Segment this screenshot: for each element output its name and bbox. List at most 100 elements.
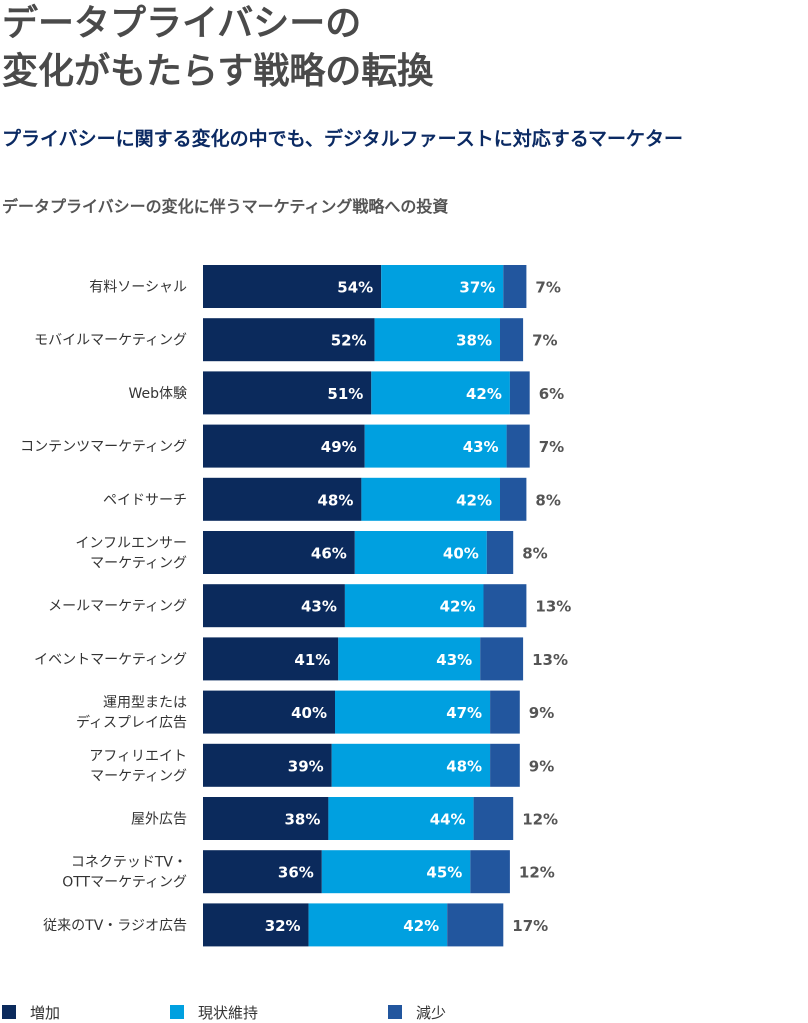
bar-segment-maintain	[371, 371, 510, 415]
bar-segment-decrease	[470, 850, 510, 894]
data-label-increase: 51%	[327, 385, 363, 403]
category-label: ペイドサーチ	[103, 492, 187, 508]
data-label-increase: 41%	[294, 651, 330, 669]
legend-item-decrease: 減少	[388, 1001, 446, 1023]
bar-segment-maintain	[354, 531, 487, 574]
data-label-decrease: 9%	[529, 704, 554, 722]
data-label-maintain: 42%	[440, 598, 476, 616]
data-label-maintain: 42%	[403, 917, 439, 935]
bar-segment-increase	[203, 371, 372, 415]
data-label-decrease: 7%	[535, 279, 560, 297]
bar-segment-increase	[203, 690, 335, 734]
legend-item-maintain: 現状維持	[170, 1001, 258, 1023]
category-label: 屋外広告	[131, 812, 187, 828]
legend-swatch-increase	[2, 1005, 16, 1019]
bar-segment-decrease	[490, 690, 520, 734]
bar-segment-increase	[203, 903, 309, 947]
bar-segment-maintain	[335, 690, 491, 734]
bar-segment-increase	[203, 424, 365, 468]
legend-swatch-maintain	[170, 1005, 184, 1019]
data-label-maintain: 37%	[459, 279, 495, 297]
bar-segment-maintain	[364, 424, 507, 468]
data-label-decrease: 8%	[535, 491, 560, 509]
bar-segment-increase	[203, 318, 375, 362]
data-label-maintain: 43%	[463, 438, 499, 456]
bar-segment-increase	[203, 637, 339, 681]
data-label-decrease: 12%	[522, 811, 558, 829]
data-label-increase: 32%	[265, 917, 301, 935]
bar-segment-decrease	[490, 743, 520, 787]
chart-title: データプライバシーの変化に伴うマーケティング戦略への投資	[2, 197, 449, 216]
bar-segment-increase	[203, 850, 322, 894]
data-label-increase: 38%	[284, 811, 320, 829]
bar-segment-maintain	[308, 903, 448, 947]
data-label-decrease: 9%	[529, 757, 554, 775]
bar-segment-increase	[203, 743, 332, 787]
data-label-maintain: 42%	[456, 491, 492, 509]
data-label-maintain: 42%	[466, 385, 502, 403]
chart-legend: 増加 現状維持 減少	[0, 1001, 808, 1023]
data-label-maintain: 38%	[456, 332, 492, 350]
data-label-decrease: 17%	[512, 917, 548, 935]
data-label-maintain: 48%	[446, 757, 482, 775]
data-label-increase: 52%	[331, 332, 367, 350]
category-label: 従来のTV・ラジオ広告	[43, 918, 187, 934]
category-label: 有料ソーシャル	[89, 280, 187, 296]
category-label: インフルエンサーマーケティング	[75, 536, 187, 572]
bar-segment-increase	[203, 265, 382, 308]
data-label-increase: 36%	[278, 864, 314, 882]
stacked-bar-chart: 有料ソーシャル 54% 37% 7% モバイルマーケティング 52% 38% 7% Web体験 5…	[20, 265, 571, 947]
data-label-decrease: 7%	[539, 438, 564, 456]
bar-segment-decrease	[509, 371, 530, 415]
data-label-maintain: 45%	[426, 864, 462, 882]
data-label-increase: 39%	[288, 757, 324, 775]
bar-segment-increase	[203, 477, 362, 521]
data-label-increase: 49%	[321, 438, 357, 456]
data-label-decrease: 12%	[519, 864, 555, 882]
bar-segment-maintain	[381, 265, 504, 308]
data-label-maintain: 43%	[436, 651, 472, 669]
bar-segment-decrease	[500, 318, 524, 362]
bar-segment-maintain	[374, 318, 500, 362]
legend-item-increase: 増加	[2, 1001, 60, 1023]
data-label-decrease: 6%	[539, 385, 564, 403]
category-label: Web体験	[128, 386, 187, 402]
data-label-maintain: 47%	[446, 704, 482, 722]
bar-segment-decrease	[486, 531, 514, 574]
bar-segment-maintain	[361, 477, 500, 521]
bar-segment-decrease	[483, 584, 527, 628]
legend-swatch-decrease	[388, 1005, 402, 1019]
category-label: モバイルマーケティング	[34, 333, 187, 349]
bar-segment-maintain	[338, 637, 481, 681]
data-label-maintain: 40%	[443, 545, 479, 563]
page-title: データプライバシーの 変化がもたらす戦略の転換	[2, 3, 434, 92]
category-label: アフィリエイトマーケティング	[89, 748, 187, 784]
data-label-decrease: 8%	[522, 545, 547, 563]
data-label-increase: 48%	[317, 491, 353, 509]
bar-segment-increase	[203, 797, 329, 840]
data-label-increase: 54%	[337, 279, 373, 297]
bar-segment-decrease	[506, 424, 530, 468]
bar-segment-maintain	[321, 850, 471, 894]
category-label: 運用型またはディスプレイ広告	[76, 695, 187, 731]
data-label-maintain: 44%	[430, 811, 466, 829]
category-label: メールマーケティング	[48, 599, 187, 615]
bar-segment-decrease	[473, 797, 514, 840]
legend-label-increase: 増加	[30, 1003, 61, 1022]
bar-segment-increase	[203, 531, 355, 574]
category-label: コンテンツマーケティング	[20, 439, 187, 455]
legend-label-decrease: 減少	[416, 1003, 447, 1022]
bar-segment-decrease	[503, 265, 527, 308]
bar-segment-maintain	[328, 797, 474, 840]
data-label-decrease: 13%	[535, 598, 571, 616]
data-label-increase: 40%	[291, 704, 327, 722]
legend-label-maintain: 現状維持	[198, 1003, 259, 1022]
category-label: イベントマーケティング	[34, 652, 187, 668]
page-subtitle: プライバシーに関する変化の中でも、デジタルファーストに対応するマーケター	[2, 128, 683, 150]
bar-segment-maintain	[331, 743, 491, 787]
data-label-decrease: 13%	[532, 651, 568, 669]
bar-segment-decrease	[447, 903, 504, 947]
bar-segment-decrease	[500, 477, 527, 521]
data-label-increase: 43%	[301, 598, 337, 616]
data-label-increase: 46%	[311, 545, 347, 563]
